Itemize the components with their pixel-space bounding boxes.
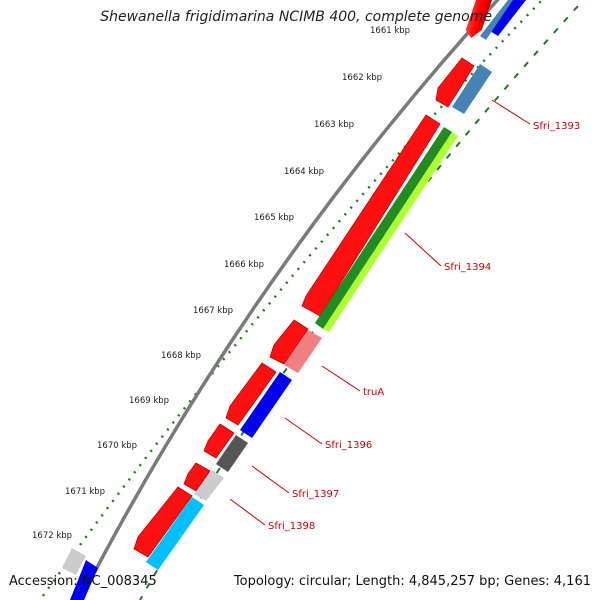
gene-label-sfri-1393[interactable]: Sfri_1393	[533, 121, 580, 132]
kbp-tick-label: 1670 kbp	[97, 441, 137, 451]
cog-block-darkgray	[216, 435, 248, 472]
cog-block-steel	[480, 0, 513, 40]
kbp-tick-label: 1665 kbp	[254, 213, 294, 223]
kbp-tick-label: 1662 kbp	[342, 73, 382, 83]
leader-line	[251, 465, 290, 494]
leader-line	[229, 498, 266, 526]
gene-label-sfri-1398[interactable]: Sfri_1398	[268, 521, 315, 532]
map-title: Shewanella frigidimarina NCIMB 400, comp…	[100, 9, 492, 25]
backbone-arc	[78, 0, 500, 600]
gene-leader-lines	[229, 99, 531, 526]
kbp-tick-label: 1672 kbp	[32, 531, 72, 541]
kbp-tick-label: 1666 kbp	[224, 260, 264, 270]
gene-label-sfri-1394[interactable]: Sfri_1394	[444, 262, 491, 273]
gene-arrow	[183, 462, 211, 492]
cog-block-lightgray	[62, 548, 86, 575]
kbp-tick-label: 1664 kbp	[284, 167, 324, 177]
gene-arrow	[203, 423, 235, 459]
kbp-tick-label: 1661 kbp	[370, 26, 410, 36]
accession-text: Accession: NC_008345	[9, 574, 157, 589]
leader-line	[321, 365, 361, 392]
inner-dotted-arc	[139, 0, 585, 600]
cog-block-steel	[452, 64, 492, 114]
ruler-dotted-arc	[38, 0, 544, 600]
gene-label-trua[interactable]: truA	[363, 387, 384, 398]
cog-block-blue	[240, 372, 292, 438]
leader-line	[284, 417, 323, 445]
gene-arrow	[133, 486, 193, 558]
cog-track	[62, 0, 526, 600]
kbp-tick-label: 1669 kbp	[129, 396, 169, 406]
gene-label-sfri-1396[interactable]: Sfri_1396	[325, 440, 372, 451]
cog-block-lime	[323, 132, 458, 332]
kbp-labels: 1661 kbp 1662 kbp 1663 kbp 1664 kbp 1665…	[32, 26, 410, 541]
kbp-tick-label: 1671 kbp	[65, 487, 105, 497]
gene-arrow	[301, 114, 441, 317]
leader-line	[404, 232, 442, 267]
kbp-tick-label: 1667 kbp	[193, 306, 233, 316]
gene-arrow	[435, 57, 475, 108]
forward-gene-track	[133, 0, 492, 558]
kbp-tick-label: 1668 kbp	[161, 351, 201, 361]
gene-arrow	[465, 0, 492, 38]
cog-block-blue	[487, 0, 526, 36]
cog-block-green	[315, 127, 452, 329]
gene-arrow	[269, 319, 309, 365]
cog-block-cyan	[146, 497, 204, 570]
gene-label-sfri-1397[interactable]: Sfri_1397	[292, 489, 339, 500]
leader-line	[491, 99, 531, 125]
kbp-tick-label: 1663 kbp	[314, 120, 354, 130]
cog-block-lightgray	[194, 470, 224, 501]
gene-labels: Sfri_1393 Sfri_1394 truA Sfri_1396 Sfri_…	[268, 121, 580, 532]
gene-arrow	[225, 362, 277, 426]
genome-summary-text: Topology: circular; Length: 4,845,257 bp…	[233, 574, 591, 589]
cog-block-pink	[284, 330, 322, 373]
cog-block-blue	[70, 560, 98, 600]
